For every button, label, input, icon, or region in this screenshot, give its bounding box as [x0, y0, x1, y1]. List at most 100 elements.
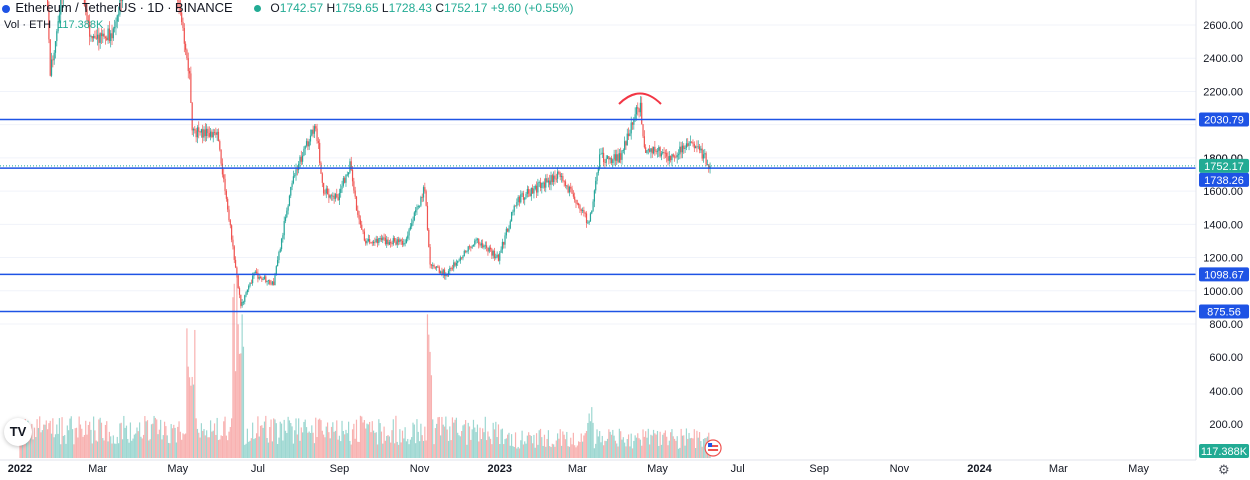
volume-bar [233, 283, 235, 458]
candle-body [324, 193, 326, 195]
candle-body [361, 224, 363, 230]
volume-bar [359, 415, 362, 458]
volume-bar [308, 431, 310, 458]
volume-bar [606, 438, 609, 458]
candle-body [294, 175, 296, 177]
candle-body [334, 194, 337, 199]
volume-bar [149, 439, 151, 458]
volume-bar [652, 429, 655, 458]
candle-body [670, 155, 672, 161]
volume-bar [593, 448, 595, 458]
volume-bar [121, 439, 124, 458]
candle-body [541, 182, 543, 188]
candle-body [93, 35, 95, 39]
volume-bar [200, 423, 202, 458]
volume-bar [219, 439, 221, 458]
volume-legend[interactable]: Vol · ETH 117.388K [4, 19, 103, 31]
volume-bar [541, 437, 543, 458]
candle-body [659, 147, 661, 157]
volume-bar [329, 438, 331, 458]
volume-bar [58, 418, 61, 458]
volume-bar [574, 445, 576, 458]
flag-icon[interactable] [704, 439, 722, 457]
volume-bar [378, 419, 380, 458]
candle-body [482, 243, 484, 248]
candle-body [91, 36, 93, 39]
volume-bar [223, 421, 225, 458]
candle-body [259, 277, 262, 279]
candle-body [454, 262, 456, 266]
volume-bar [275, 423, 277, 458]
flag-icon-stripe [708, 445, 719, 447]
volume-bar [344, 434, 346, 458]
volume-bar [54, 434, 57, 458]
volume-bar [290, 423, 292, 458]
volume-bar [409, 439, 411, 458]
volume-bar [392, 419, 394, 458]
volume-bar [241, 314, 243, 458]
candle-body [592, 201, 594, 211]
volume-bar [408, 444, 410, 458]
volume-bar [328, 432, 330, 458]
candle-body [103, 33, 105, 38]
level-price-tag: 1098.67 [1204, 269, 1244, 281]
volume-bar [195, 418, 197, 458]
volume-bar [500, 429, 502, 458]
volume-bar [19, 438, 21, 458]
volume-bar [75, 427, 78, 458]
volume-bar [479, 427, 481, 458]
candle-body [549, 180, 551, 185]
volume-bar [240, 353, 242, 458]
candle-body [413, 212, 415, 221]
candle-body [696, 146, 698, 148]
volume-bar [47, 429, 49, 458]
candle-body [620, 153, 622, 160]
volume-bar [94, 430, 96, 458]
volume-bar [642, 429, 644, 458]
symbol-legend[interactable]: Ethereum / TetherUS · 1D · BINANCE O1742… [0, 0, 573, 16]
volume-bar [649, 444, 651, 458]
candle-body [392, 238, 394, 245]
volume-bar [354, 438, 356, 458]
horizontal-levels[interactable] [0, 118, 1196, 313]
candle-body [99, 33, 101, 43]
volume-bar [446, 429, 448, 458]
candle-body [110, 33, 112, 41]
volume-bar [117, 443, 120, 458]
candle-body [187, 58, 189, 72]
candle-body [660, 153, 663, 157]
volume-bar [397, 444, 400, 458]
candle-body [209, 131, 212, 137]
volume-bar [35, 437, 37, 458]
tradingview-logo[interactable]: TV [4, 418, 32, 446]
candle-body [532, 187, 534, 194]
volume-bar [77, 437, 79, 458]
candle-body [338, 193, 341, 201]
price-axis[interactable]: 2600.002400.002200.001800.001600.001400.… [1195, 0, 1250, 480]
top-arc-annotation[interactable] [618, 92, 662, 105]
volume-bar [60, 444, 62, 458]
candle-body [507, 228, 509, 232]
gear-icon[interactable]: ⚙ [1218, 462, 1230, 477]
candle-body [188, 71, 191, 74]
candle-body [346, 174, 348, 176]
candle-body [304, 145, 306, 149]
time-axis[interactable]: 2022 Mar May Jul Sep Nov 2023 Mar May Jul Sep Nov 20… [0, 459, 1196, 475]
candle-body [95, 37, 97, 39]
candle-body [684, 147, 686, 149]
volume-bar [468, 426, 471, 458]
candle-body [225, 190, 227, 199]
volume-bar [576, 445, 578, 458]
volume-bar [207, 437, 209, 458]
volume-bar [283, 419, 285, 458]
candle-body [679, 146, 681, 155]
candle-body [433, 264, 435, 268]
volume-bar [249, 440, 251, 458]
volume-bar [647, 428, 649, 458]
candle-body [363, 231, 365, 241]
volume-bar [391, 430, 393, 458]
volume-bar [315, 417, 317, 458]
candle-body [370, 242, 372, 244]
candle-body [345, 174, 347, 183]
